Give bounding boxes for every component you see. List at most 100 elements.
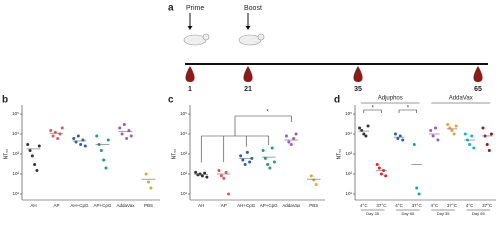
data-point	[401, 138, 405, 142]
data-point	[266, 162, 270, 166]
x-tick-label: AP+CpG	[94, 203, 112, 208]
data-point	[49, 128, 53, 132]
data-point	[270, 146, 274, 150]
x-tick-label: 4°C	[431, 203, 439, 208]
y-tick-label: 10¹	[180, 191, 187, 196]
data-point	[284, 134, 288, 138]
data-point	[203, 171, 207, 175]
x-tick-label: 37°C	[482, 203, 493, 208]
day-group-label: Day 35	[437, 211, 450, 216]
step-label: Prime	[186, 5, 204, 12]
day-label: 1	[188, 86, 192, 93]
sig-star: *	[371, 106, 374, 112]
data-point	[222, 176, 226, 180]
data-point	[95, 134, 99, 138]
blood-drop	[243, 66, 253, 82]
data-point	[364, 134, 368, 138]
data-point	[122, 122, 126, 126]
data-point	[362, 132, 366, 136]
x-tick-label: AP+CpG	[260, 203, 278, 208]
data-point	[379, 172, 383, 176]
y-tick-label: 10³	[180, 151, 187, 156]
data-point	[377, 166, 381, 170]
data-point	[431, 134, 435, 138]
data-point	[472, 146, 476, 150]
data-point	[360, 128, 364, 132]
data-point	[198, 172, 202, 176]
data-point	[245, 150, 249, 154]
data-point	[429, 128, 433, 132]
data-point	[205, 175, 209, 179]
y-tick-label: 10¹	[345, 191, 352, 196]
y-tick-label: 10⁵	[180, 111, 187, 116]
blood-drop	[185, 66, 195, 82]
data-point	[272, 160, 276, 164]
data-point	[375, 162, 379, 166]
x-tick-label: 37°C	[447, 203, 458, 208]
data-point	[489, 132, 493, 136]
data-point	[436, 138, 440, 142]
y-tick-label: 10⁴	[180, 131, 187, 136]
data-point	[468, 142, 472, 146]
y-axis-label: NT₅₀	[3, 149, 9, 160]
data-point	[292, 136, 296, 140]
data-point	[227, 192, 231, 196]
group-label: Adjuphos	[378, 96, 403, 102]
mouse	[183, 33, 265, 46]
y-tick-label: 10⁴	[12, 131, 19, 136]
data-point	[83, 144, 87, 148]
data-point	[248, 160, 252, 164]
data-point	[289, 142, 293, 146]
y-tick-label: 10²	[180, 171, 187, 176]
data-point	[393, 132, 397, 136]
y-tick-label: 10⁴	[345, 131, 352, 136]
data-point	[106, 138, 110, 142]
data-point	[104, 166, 108, 170]
y-tick-label: 10¹	[12, 191, 19, 196]
data-point	[261, 148, 265, 152]
sig-bracket	[201, 115, 292, 137]
step-label: Boost	[244, 5, 262, 12]
x-tick-label: AddaVax	[117, 203, 136, 208]
x-tick-label: 4°C	[395, 203, 403, 208]
data-point	[129, 134, 133, 138]
data-point	[118, 126, 122, 130]
data-point	[294, 132, 298, 136]
data-point	[200, 174, 204, 178]
data-point	[144, 172, 148, 176]
panel-label: c	[168, 95, 174, 106]
data-point	[415, 186, 419, 190]
x-tick-label: 37°C	[376, 203, 387, 208]
x-tick-label: PBS	[144, 203, 153, 208]
data-point	[28, 148, 32, 152]
x-tick-label: PBS	[309, 203, 318, 208]
data-point	[102, 158, 106, 162]
day-label: 65	[474, 86, 482, 93]
y-tick-label: 10²	[12, 171, 19, 176]
y-tick-label: 10²	[345, 171, 352, 176]
data-point	[217, 168, 221, 172]
data-point	[224, 170, 228, 174]
data-point	[263, 156, 267, 160]
data-point	[417, 192, 421, 196]
panel-label: b	[2, 95, 8, 106]
data-point	[314, 182, 318, 186]
data-point	[485, 142, 489, 146]
day-group-label: Day 65	[472, 211, 485, 216]
data-point	[37, 144, 41, 148]
day-group-label: Day 65	[402, 211, 415, 216]
arrow-head	[245, 26, 251, 30]
data-point	[127, 128, 131, 132]
x-tick-label: AP	[221, 203, 227, 208]
sig-star: *	[266, 110, 269, 116]
data-point	[384, 174, 388, 178]
y-tick-label: 10⁵	[345, 111, 352, 116]
data-point	[470, 134, 474, 138]
data-point	[463, 132, 467, 136]
x-tick-label: AH+CpG	[237, 203, 256, 208]
sig-bracket	[363, 109, 382, 113]
data-point	[125, 136, 129, 140]
y-tick-label: 10³	[345, 151, 352, 156]
day-label: 21	[244, 86, 252, 93]
data-point	[398, 134, 402, 138]
